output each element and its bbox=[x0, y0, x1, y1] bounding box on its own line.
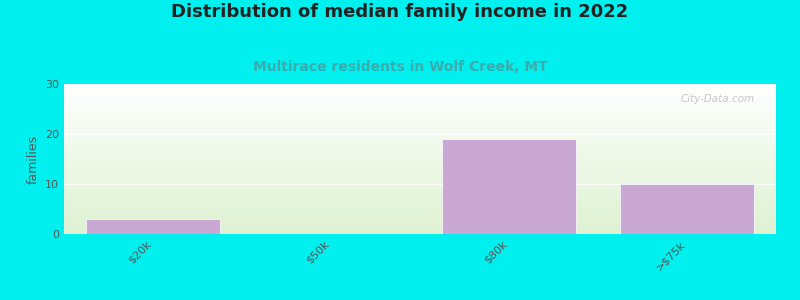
Text: City-Data.com: City-Data.com bbox=[681, 94, 754, 104]
Y-axis label: families: families bbox=[26, 134, 39, 184]
Bar bbox=[86, 219, 220, 234]
Bar bbox=[442, 139, 576, 234]
Text: Distribution of median family income in 2022: Distribution of median family income in … bbox=[171, 3, 629, 21]
Bar bbox=[620, 184, 754, 234]
Text: Multirace residents in Wolf Creek, MT: Multirace residents in Wolf Creek, MT bbox=[253, 60, 547, 74]
